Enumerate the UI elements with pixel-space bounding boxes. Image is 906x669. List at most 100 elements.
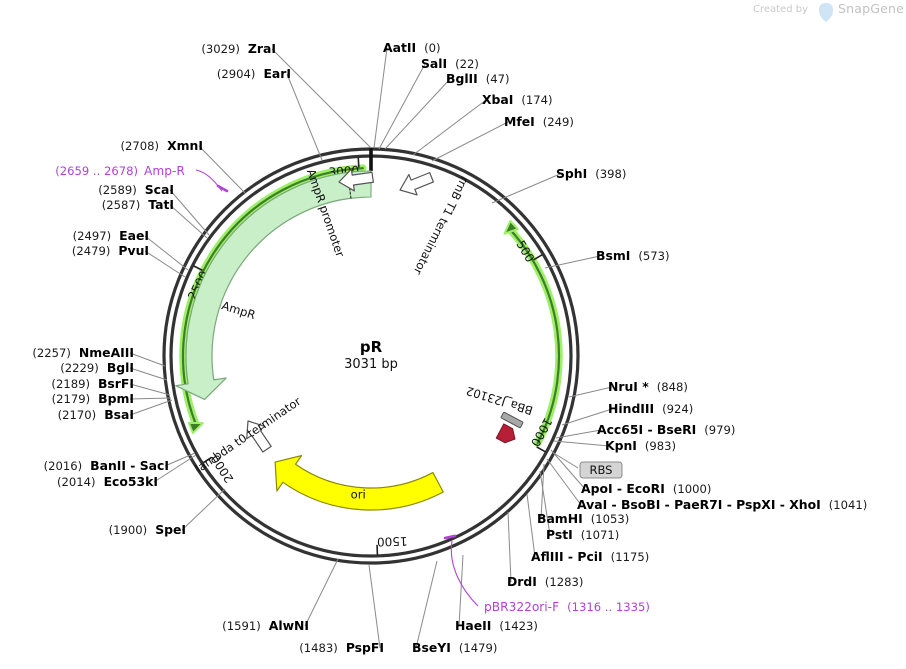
leader-eco53ki xyxy=(153,454,197,483)
site-name: PvuI xyxy=(118,243,149,258)
site-name: PspFI xyxy=(346,640,384,655)
site-position: (2587) xyxy=(102,198,141,212)
site-label-spei[interactable]: SpeI (1900) xyxy=(109,522,186,537)
site-position: (3029) xyxy=(201,42,240,56)
site-label-banii[interactable]: BanII - SacI (2016) xyxy=(44,458,169,473)
primer-amp-r[interactable]: Amp-R (2659 .. 2678) xyxy=(55,164,185,178)
site-label-afliii[interactable]: AflIII - PciI (1175) xyxy=(531,549,649,564)
site-label-acc65i[interactable]: Acc65I - BseRI (979) xyxy=(597,422,735,437)
site-name: KpnI xyxy=(605,438,637,453)
site-position: (1053) xyxy=(591,512,630,526)
site-name: BsmI xyxy=(596,248,630,263)
highlight-arc-highlight-right xyxy=(503,219,563,447)
site-name: BglI xyxy=(107,360,134,375)
site-position: (174) xyxy=(521,93,552,107)
site-label-bsai[interactable]: BsaI (2170) xyxy=(58,407,134,422)
site-label-eari[interactable]: EarI (2904) xyxy=(217,66,291,81)
site-label-bsmi[interactable]: BsmI (573) xyxy=(596,248,670,263)
site-name: BanII - SacI xyxy=(90,458,169,473)
site-position: (398) xyxy=(595,167,626,181)
site-position: (1483) xyxy=(299,641,338,655)
site-label-bsrfi[interactable]: BsrFI (2189) xyxy=(51,376,134,391)
leader-haeii xyxy=(458,554,464,627)
snapgene-logo-icon xyxy=(819,3,833,22)
site-name: NmeAIII xyxy=(79,345,134,360)
site-position: (2016) xyxy=(44,459,83,473)
leader-alwni xyxy=(304,558,339,627)
site-label-eco53ki[interactable]: Eco53kI (2014) xyxy=(57,474,158,489)
site-position: (22) xyxy=(455,57,479,71)
site-label-nmeaiii[interactable]: NmeAIII (2257) xyxy=(32,345,134,360)
site-label-avai[interactable]: AvaI - BsoBI - PaeR7I - PspXI - XhoI (104… xyxy=(577,497,867,512)
site-position: (2170) xyxy=(58,408,97,422)
site-label-bpmi[interactable]: BpmI (2179) xyxy=(52,391,134,406)
highlight-arrowhead xyxy=(187,421,204,435)
leader-eaei xyxy=(144,235,189,271)
rbs-badge[interactable]: RBS xyxy=(579,461,623,479)
leader-pvui xyxy=(144,250,186,278)
site-label-pvui[interactable]: PvuI (2479) xyxy=(72,243,149,258)
site-name: AatII xyxy=(383,40,416,55)
feature-label-ampr: AmpR xyxy=(220,298,257,322)
leader-sali xyxy=(378,63,426,150)
site-name: HindIII xyxy=(608,401,654,416)
leader-xmni xyxy=(198,145,246,194)
site-label-sali[interactable]: SalI (22) xyxy=(421,56,479,71)
site-label-xmni[interactable]: XmnI (2708) xyxy=(121,138,203,153)
site-label-haeii[interactable]: HaeII (1423) xyxy=(455,618,538,633)
site-label-bglii[interactable]: BglII (47) xyxy=(446,71,510,86)
site-label-apoi[interactable]: ApoI - EcoRI (1000) xyxy=(581,481,711,496)
primer-pbr322ori-f[interactable]: pBR322ori-F (1316 .. 1335) xyxy=(484,600,650,614)
leader-avai xyxy=(546,458,582,506)
site-name: SphI xyxy=(556,166,587,181)
site-label-tati[interactable]: TatI (2587) xyxy=(102,197,174,212)
site-label-scai[interactable]: ScaI (2589) xyxy=(98,182,174,197)
site-position: (1041) xyxy=(829,498,868,512)
site-position: (1000) xyxy=(673,482,712,496)
rbs-marker-bar xyxy=(500,411,524,429)
primer-name: pBR322ori-F xyxy=(484,600,559,614)
site-label-pspfi[interactable]: PspFI (1483) xyxy=(299,640,384,655)
site-label-mfei[interactable]: MfeI (249) xyxy=(504,114,574,129)
leader-lines-group xyxy=(129,47,613,649)
site-position: (1900) xyxy=(109,523,148,537)
site-name: Eco53kI xyxy=(104,474,158,489)
rbs-badge-box xyxy=(579,461,623,479)
feature-lambda-t0-terminator xyxy=(246,420,272,453)
site-position: (2229) xyxy=(60,361,99,375)
site-name: AlwNI xyxy=(269,618,309,633)
site-name: SalI xyxy=(421,56,447,71)
site-label-drdi[interactable]: DrdI (1283) xyxy=(507,574,583,589)
site-label-eaei[interactable]: EaeI (2497) xyxy=(73,228,149,243)
watermark-prefix: Created by xyxy=(753,4,808,15)
site-position: (1479) xyxy=(459,641,498,655)
primer-position: (2659 .. 2678) xyxy=(55,164,138,178)
site-label-hindiii[interactable]: HindIII (924) xyxy=(608,401,693,416)
site-label-kpni[interactable]: KpnI (983) xyxy=(605,438,676,453)
site-label-aatii[interactable]: AatII (0) xyxy=(383,40,441,55)
feature-ampr xyxy=(175,170,365,401)
site-position: (1591) xyxy=(222,619,261,633)
feature-ori xyxy=(274,455,444,511)
site-label-alwni[interactable]: AlwNI (1591) xyxy=(222,618,309,633)
site-label-zrai[interactable]: ZraI (3029) xyxy=(201,41,276,56)
site-position: (2904) xyxy=(217,67,256,81)
leader-pspfi xyxy=(368,564,381,649)
site-label-bamhi[interactable]: BamHI (1053) xyxy=(537,511,629,526)
site-label-psti[interactable]: PstI (1071) xyxy=(546,527,619,542)
site-label-nrui[interactable]: NruI * (848) xyxy=(608,379,688,394)
site-name: SpeI xyxy=(155,522,186,537)
plasmid-length: 3031 bp xyxy=(344,357,398,372)
site-label-xbai[interactable]: XbaI (174) xyxy=(482,92,553,107)
site-label-bgli[interactable]: BglI (2229) xyxy=(60,360,134,375)
leader-mfei xyxy=(431,121,509,162)
site-label-sphi[interactable]: SphI (398) xyxy=(556,166,626,181)
site-label-bseyi[interactable]: BseYI (1479) xyxy=(412,640,497,655)
site-name: BpmI xyxy=(98,391,134,406)
site-position: (848) xyxy=(657,380,688,394)
leader-kpni xyxy=(553,440,610,447)
site-name: Acc65I - BseRI xyxy=(597,422,696,437)
site-name: TatI xyxy=(148,197,174,212)
